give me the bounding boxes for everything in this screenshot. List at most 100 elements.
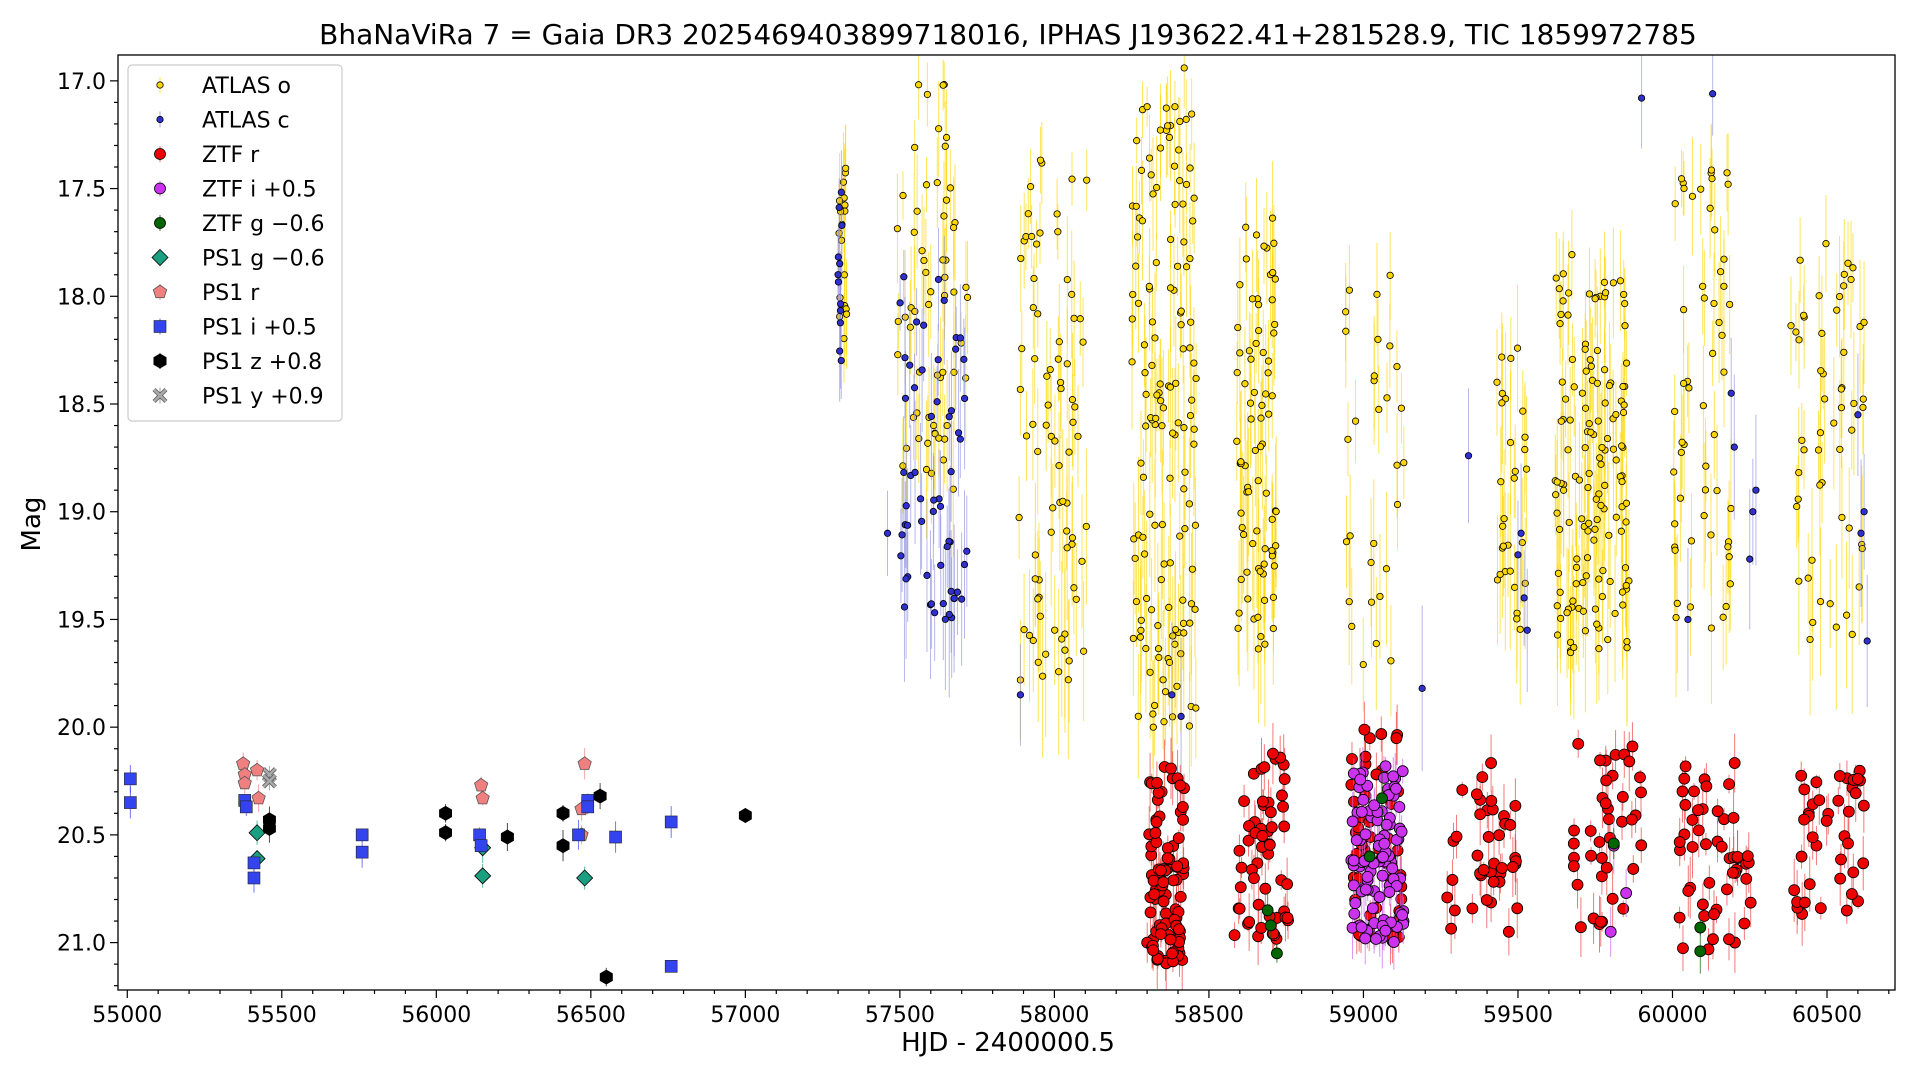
data-point xyxy=(1137,459,1145,467)
data-point xyxy=(1806,831,1819,844)
data-point xyxy=(1788,884,1801,897)
data-point xyxy=(1482,831,1495,843)
data-point xyxy=(1813,794,1826,806)
data-point xyxy=(1031,575,1039,583)
data-point xyxy=(1129,634,1137,643)
data-point xyxy=(1252,231,1261,239)
data-point xyxy=(934,356,942,364)
data-point xyxy=(1165,603,1173,611)
data-point xyxy=(1373,290,1381,298)
data-point xyxy=(1637,94,1646,102)
data-point xyxy=(1723,169,1731,177)
data-point xyxy=(1590,536,1598,544)
data-point xyxy=(1187,318,1195,326)
data-point xyxy=(1269,624,1277,633)
data-point xyxy=(1252,898,1265,911)
data-point xyxy=(1677,448,1685,457)
data-point xyxy=(1174,890,1187,903)
data-point xyxy=(1022,432,1031,440)
data-point xyxy=(897,552,905,560)
data-point xyxy=(1068,534,1077,542)
data-point xyxy=(1686,603,1694,611)
data-point xyxy=(1242,223,1250,231)
data-point xyxy=(1744,896,1757,909)
data-point xyxy=(1375,405,1383,414)
data-point xyxy=(1585,519,1593,527)
data-point xyxy=(1552,274,1560,282)
data-point xyxy=(1464,452,1473,460)
data-point xyxy=(1244,595,1252,603)
data-point xyxy=(1043,372,1051,380)
data-point xyxy=(1171,103,1179,111)
y-tick-label: 19.0 xyxy=(57,501,106,526)
data-point xyxy=(1149,827,1162,839)
data-point xyxy=(1707,531,1715,539)
data-point xyxy=(1619,601,1627,609)
data-point xyxy=(900,468,908,477)
data-point xyxy=(1554,569,1563,577)
data-point xyxy=(1552,491,1560,499)
data-point xyxy=(1263,838,1276,851)
data-point xyxy=(1579,607,1587,615)
data-point xyxy=(935,434,943,442)
data-point xyxy=(1244,488,1253,496)
data-point xyxy=(1694,921,1707,934)
data-point xyxy=(1441,891,1454,904)
data-point xyxy=(1616,815,1628,828)
data-point xyxy=(1571,878,1584,891)
data-point xyxy=(902,575,910,583)
data-point xyxy=(1228,929,1241,942)
data-point xyxy=(1261,640,1269,648)
data-point xyxy=(1585,469,1593,478)
data-point xyxy=(1830,419,1838,427)
data-point xyxy=(236,756,251,770)
data-point xyxy=(1156,144,1165,152)
data-point xyxy=(1179,200,1187,208)
data-point xyxy=(1376,592,1384,601)
data-point xyxy=(1159,676,1167,684)
data-point xyxy=(1130,535,1138,543)
data-point xyxy=(1567,648,1575,657)
data-point xyxy=(1504,819,1517,831)
data-point xyxy=(1795,468,1803,477)
data-point xyxy=(911,143,919,152)
data-point xyxy=(1393,461,1401,469)
data-point xyxy=(1673,911,1686,924)
data-point xyxy=(1720,282,1728,290)
data-point xyxy=(664,960,678,973)
data-point xyxy=(1593,836,1606,848)
data-point xyxy=(1363,850,1376,863)
data-point xyxy=(1466,902,1479,915)
plot-frame xyxy=(117,54,1896,991)
data-point xyxy=(1584,825,1597,837)
data-point xyxy=(1053,210,1061,218)
legend-marker xyxy=(154,217,166,229)
data-point xyxy=(1036,156,1045,164)
data-point xyxy=(1233,902,1246,915)
data-point xyxy=(1627,863,1640,875)
data-point xyxy=(1272,507,1280,516)
data-point xyxy=(1016,691,1025,699)
legend-label: ZTF r xyxy=(202,143,260,168)
data-point xyxy=(1166,474,1174,482)
data-point xyxy=(1142,390,1150,398)
data-point xyxy=(1255,301,1263,309)
data-point xyxy=(1448,904,1461,917)
data-point xyxy=(1700,294,1708,302)
data-point xyxy=(1570,383,1578,391)
data-point xyxy=(1859,403,1867,412)
data-point xyxy=(1068,290,1076,298)
data-point xyxy=(1061,646,1069,654)
data-point xyxy=(124,772,137,786)
data-point xyxy=(1018,344,1026,353)
chart-title: BhaNaViRa 7 = Gaia DR3 20254694038997180… xyxy=(319,18,1697,51)
data-point xyxy=(1509,799,1522,812)
data-point xyxy=(1726,300,1734,309)
data-point xyxy=(1815,292,1823,300)
data-point xyxy=(941,273,949,281)
data-point xyxy=(940,212,948,220)
data-point xyxy=(1616,791,1629,803)
data-point xyxy=(1148,318,1157,326)
data-point xyxy=(1498,353,1506,361)
data-point xyxy=(1276,789,1288,802)
